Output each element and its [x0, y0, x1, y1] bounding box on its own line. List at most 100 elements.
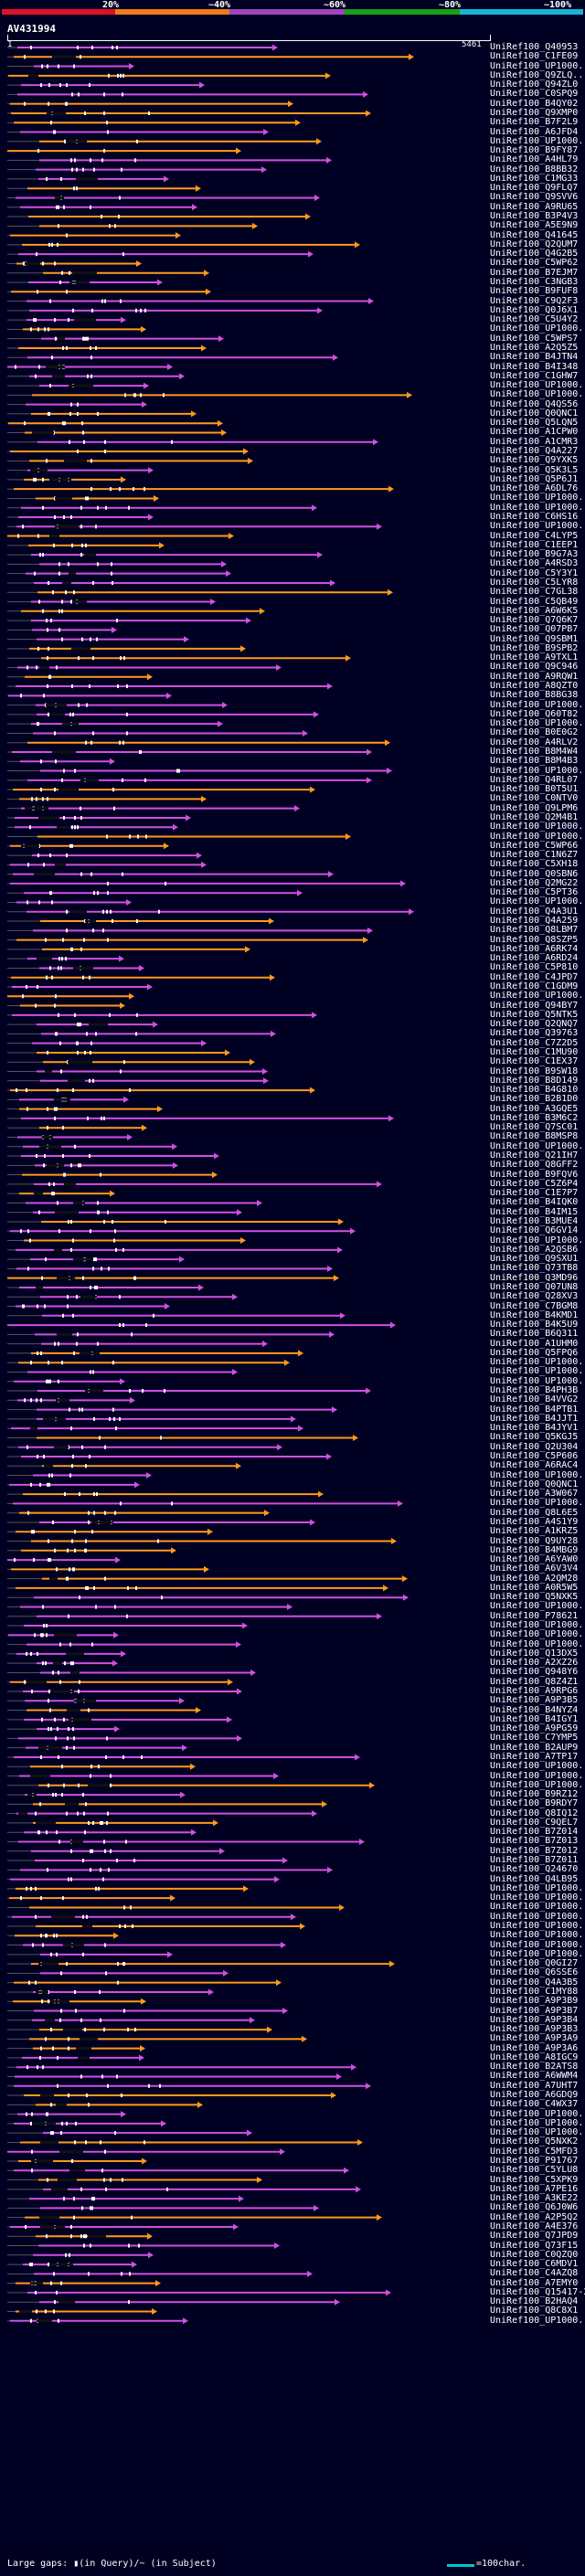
hit-label[interactable]: UniRef100_A7EMY0 — [490, 2277, 579, 2288]
hit-label[interactable]: UniRef100_Q2M4B1 — [490, 811, 579, 822]
hit-label[interactable]: UniRef100_C9QEL7 — [490, 1817, 579, 1828]
hit-label[interactable]: UniRef100_A9RQW1 — [490, 671, 579, 682]
hit-label[interactable]: UniRef100_Q94BY7 — [490, 1000, 579, 1011]
hit-label[interactable]: UniRef100_C5XH18 — [490, 859, 579, 870]
hit-label[interactable]: UniRef100_B7Z011 — [490, 1855, 579, 1866]
hit-label[interactable]: UniRef100_Q948Y6 — [490, 1667, 579, 1678]
hit-label[interactable]: UniRef100_Q9SVV6 — [490, 192, 579, 203]
hit-label[interactable]: UniRef100_A6RAC4 — [490, 1460, 579, 1471]
hit-label[interactable]: UniRef100_Q4G2B5 — [490, 249, 579, 260]
hit-label[interactable]: UniRef100_UP1000... — [490, 389, 585, 400]
hit-label[interactable]: UniRef100_C1EX37 — [490, 1056, 579, 1067]
hit-label[interactable]: UniRef100_A5E9N9 — [490, 220, 579, 231]
hit-label[interactable]: UniRef100_C4JPD7 — [490, 971, 579, 982]
hit-label[interactable]: UniRef100_B4NYZ4 — [490, 1704, 579, 1715]
hit-label[interactable]: UniRef100_UP1000... — [490, 60, 585, 71]
hit-label[interactable]: UniRef100_B4IQK0 — [490, 1197, 579, 1208]
hit-label[interactable]: UniRef100_A9P3A9 — [490, 2033, 579, 2044]
hit-label[interactable]: UniRef100_B4MBG9 — [490, 1544, 579, 1555]
hit-label[interactable]: UniRef100_A4E376 — [490, 2221, 579, 2231]
hit-label[interactable]: UniRef100_A6RD24 — [490, 953, 579, 964]
hit-label[interactable]: UniRef100_C4WX37 — [490, 2099, 579, 2110]
hit-label[interactable]: UniRef100_Q8IQ12 — [490, 1807, 579, 1818]
hit-label[interactable]: UniRef100_Q2MG22 — [490, 877, 579, 888]
hit-label[interactable]: UniRef100_C6MDV1 — [490, 2259, 579, 2270]
hit-label[interactable]: UniRef100_Q6SSE6 — [490, 1967, 579, 1978]
hit-label[interactable]: UniRef100_Q39763 — [490, 1028, 579, 1039]
hit-label[interactable]: UniRef100_Q8GFF2 — [490, 1160, 579, 1171]
hit-label[interactable]: UniRef100_Q5NXK5 — [490, 1592, 579, 1603]
hit-label[interactable]: UniRef100_Q73F15 — [490, 2240, 579, 2251]
hit-label[interactable]: UniRef100_A9P3B7 — [490, 2005, 579, 2016]
hit-label[interactable]: UniRef100_Q4LB95 — [490, 1873, 579, 1884]
hit-label[interactable]: UniRef100_A6RK74 — [490, 943, 579, 954]
hit-label[interactable]: UniRef100_Q8SZP5 — [490, 934, 579, 945]
hit-label[interactable]: UniRef100_UP1000... — [490, 2127, 585, 2138]
hit-label[interactable]: UniRef100_B4QY02 — [490, 98, 579, 109]
hit-label[interactable]: UniRef100_UP1000... — [490, 1498, 585, 1509]
hit-label[interactable]: UniRef100_UP1000... — [490, 1366, 585, 1377]
hit-label[interactable]: UniRef100_B4VVG2 — [490, 1394, 579, 1405]
hit-label[interactable]: UniRef100_UP1000... — [490, 1140, 585, 1151]
hit-label[interactable]: UniRef100_B4PTB1 — [490, 1404, 579, 1415]
hit-label[interactable]: UniRef100_A2P5Q2 — [490, 2211, 579, 2222]
hit-label[interactable]: UniRef100_A6YAW0 — [490, 1554, 579, 1565]
hit-label[interactable]: UniRef100_B7Z012 — [490, 1845, 579, 1856]
hit-label[interactable]: UniRef100_B9RZ12 — [490, 1789, 579, 1800]
hit-label[interactable]: UniRef100_Q9UY28 — [490, 1535, 579, 1546]
hit-label[interactable]: UniRef100_Q9ZLQ... — [490, 69, 585, 80]
hit-label[interactable]: UniRef100_C0NTV0 — [490, 793, 579, 804]
hit-label[interactable]: UniRef100_UP1000... — [490, 1357, 585, 1368]
hit-label[interactable]: UniRef100_Q4A3B5 — [490, 1977, 579, 1988]
hit-label[interactable]: UniRef100_A9TXL1 — [490, 652, 579, 663]
hit-label[interactable]: UniRef100_UP1000...-3 — [490, 1469, 585, 1480]
hit-label[interactable]: UniRef100_Q2QNQ7 — [490, 1019, 579, 1030]
hit-label[interactable]: UniRef100_C4LYP5 — [490, 530, 579, 541]
hit-label[interactable]: UniRef100_Q8Z4Z1 — [490, 1676, 579, 1687]
hit-label[interactable]: UniRef100_Q4A259 — [490, 916, 579, 927]
hit-label[interactable]: UniRef100_B6Q311 — [490, 1329, 579, 1340]
hit-label[interactable]: UniRef100_A9P3B5 — [490, 1695, 579, 1706]
hit-label[interactable]: UniRef100_Q73TB8 — [490, 1263, 579, 1274]
hit-label[interactable]: UniRef100_B9FQV6 — [490, 1169, 579, 1180]
hit-label[interactable]: UniRef100_C7GL38 — [490, 587, 579, 598]
hit-label[interactable]: UniRef100_Q5P6J1 — [490, 473, 579, 484]
hit-label[interactable]: UniRef100_B2AUP9 — [490, 1742, 579, 1753]
hit-label[interactable]: UniRef100_UP1000... — [490, 380, 585, 391]
hit-label[interactable]: UniRef100_C5LYR8 — [490, 577, 579, 588]
hit-label[interactable]: UniRef100_C4AZQ8 — [490, 2268, 579, 2279]
hit-label[interactable]: UniRef100_B8BB32 — [490, 164, 579, 175]
hit-label[interactable]: UniRef100_C5Y3Y1 — [490, 567, 579, 578]
hit-label[interactable]: UniRef100_B4G810 — [490, 1085, 579, 1096]
hit-label[interactable]: UniRef100_Q9SBM1 — [490, 633, 579, 644]
hit-label[interactable]: UniRef100_C7YMP5 — [490, 1733, 579, 1744]
hit-label[interactable]: UniRef100_A8IGC9 — [490, 2051, 579, 2062]
hit-label[interactable]: UniRef100_UP1000... — [490, 1882, 585, 1893]
hit-label[interactable]: UniRef100_B4K5U9 — [490, 1320, 579, 1330]
hit-label[interactable]: UniRef100_UP1000... — [490, 699, 585, 710]
hit-label[interactable]: UniRef100_UP1000... — [490, 896, 585, 907]
hit-label[interactable]: UniRef100_C5P606 — [490, 1451, 579, 1461]
hit-label[interactable]: UniRef100_C0QZQ0 — [490, 2249, 579, 2260]
hit-label[interactable]: UniRef100_Q9YXK5 — [490, 455, 579, 466]
hit-label[interactable]: UniRef100_A0R5W5 — [490, 1582, 579, 1593]
hit-label[interactable]: UniRef100_UP1000... — [490, 2117, 585, 2128]
hit-label[interactable]: UniRef100_UP1000... — [490, 765, 585, 776]
hit-label[interactable]: UniRef100_A3W067 — [490, 1489, 579, 1500]
hit-label[interactable]: UniRef100_B0E0G2 — [490, 727, 579, 738]
hit-label[interactable]: UniRef100_UP1000... — [490, 1629, 585, 1640]
hit-label[interactable]: UniRef100_C1GHW7 — [490, 370, 579, 381]
hit-label[interactable]: UniRef100_UP1000... — [490, 2315, 585, 2326]
hit-label[interactable]: UniRef100_A6WWM4 — [490, 2071, 579, 2082]
hit-label[interactable]: UniRef100_P91767 — [490, 2156, 579, 2166]
hit-label[interactable]: UniRef100_B3M6C2 — [490, 1112, 579, 1123]
hit-label[interactable]: UniRef100_A9P3B4 — [490, 2014, 579, 2025]
hit-label[interactable]: UniRef100_Q4RL07 — [490, 774, 579, 785]
hit-label[interactable]: UniRef100_B9FY87 — [490, 145, 579, 156]
hit-label[interactable]: UniRef100_Q9C946 — [490, 662, 579, 673]
hit-label[interactable]: UniRef100_B0T5U1 — [490, 784, 579, 795]
hit-label[interactable]: UniRef100_A9P3B3 — [490, 2024, 579, 2035]
hit-label[interactable]: UniRef100_A3GQE5 — [490, 1103, 579, 1114]
hit-label[interactable]: UniRef100_A8QZT0 — [490, 681, 579, 692]
hit-label[interactable]: UniRef100_A9PG59 — [490, 1723, 579, 1734]
